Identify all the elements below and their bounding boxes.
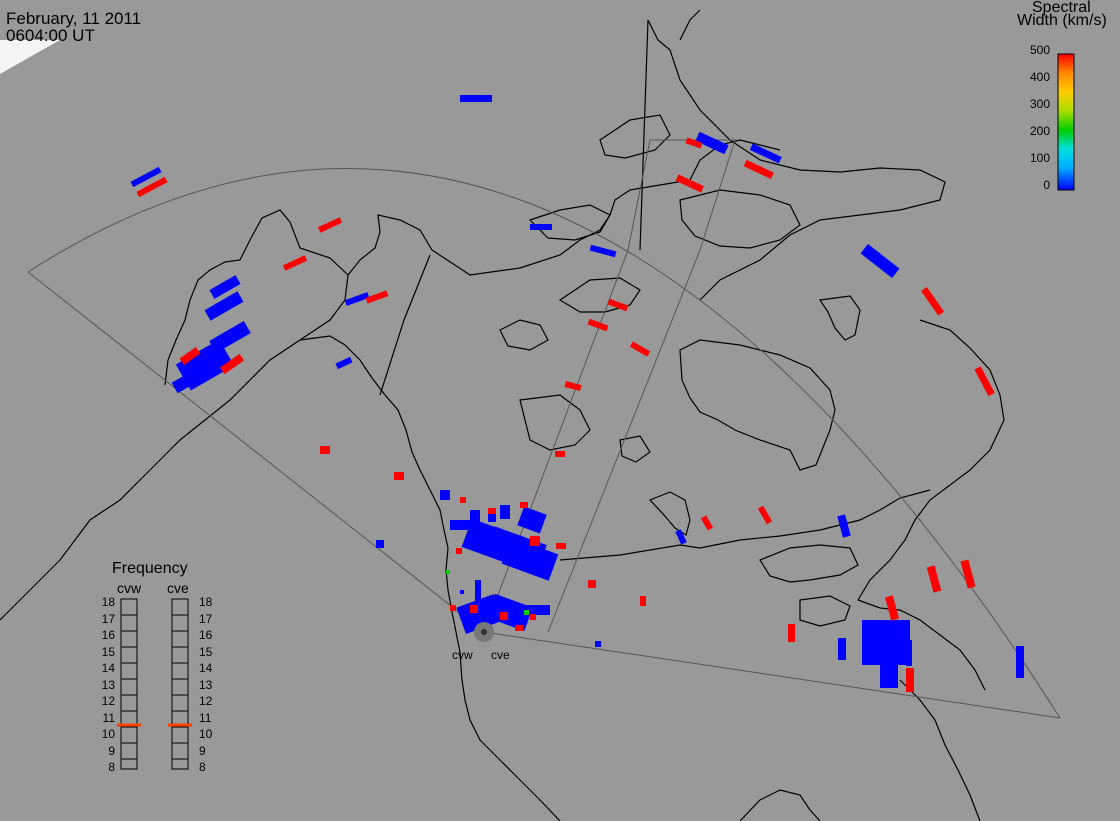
- corner-artifact: [0, 40, 60, 74]
- frequency-scale-number: 12: [199, 694, 213, 708]
- frequency-scale-number: 17: [101, 611, 115, 626]
- frequency-radar-label: cve: [167, 580, 189, 596]
- radar-fov: [27, 139, 1061, 719]
- backscatter-data: [130, 95, 1024, 692]
- frequency-scale-number: 18: [199, 595, 213, 609]
- colorbar-tick: 500: [1029, 43, 1050, 57]
- frequency-scale-number: 11: [102, 710, 115, 725]
- frequency-scale-number: 9: [199, 743, 206, 758]
- frequency-scale-number: 8: [108, 760, 115, 774]
- frequency-scale-number: 12: [101, 694, 115, 708]
- frequency-scale-number: 15: [101, 644, 115, 659]
- frequency-scale-number: 17: [199, 611, 213, 626]
- frequency-scale-number: 10: [199, 727, 213, 741]
- colorbar-title: Spectral: [1032, 0, 1091, 16]
- frequency-scale-number: 10: [101, 727, 115, 741]
- frequency-scale-number: 15: [199, 644, 213, 659]
- plot-date: February, 11 2011: [6, 9, 142, 28]
- frequency-scale-number: 13: [199, 677, 213, 692]
- colorbar: [1057, 53, 1075, 191]
- frequency-panel-boxes: [120, 598, 189, 770]
- frequency-scale-number: 13: [101, 677, 115, 692]
- frequency-scale-number: 16: [101, 628, 115, 642]
- radar-sites: [474, 622, 494, 642]
- frequency-scale-number: 18: [101, 595, 115, 609]
- frequency-radar-label: cvw: [117, 580, 142, 596]
- frequency-scale-number: 16: [199, 628, 213, 642]
- cvw-site-marker: [481, 629, 487, 635]
- coastlines: [0, 9, 1005, 821]
- frequency-scale-number: 14: [101, 661, 115, 675]
- colorbar-tick: 100: [1029, 151, 1050, 165]
- site-label: cve: [491, 648, 510, 662]
- cvw-frequency-box: [120, 598, 138, 770]
- frequency-scale-number: 9: [108, 743, 115, 758]
- frequency-title: Frequency: [112, 560, 188, 577]
- colorbar-tick: 0: [1043, 178, 1050, 192]
- plot-time: 0604:00 UT: [6, 26, 95, 45]
- cve-frequency-box: [171, 598, 189, 770]
- site-label: cvw: [452, 648, 473, 662]
- frequency-scale-number: 14: [199, 661, 213, 675]
- colorbar-units: Width (km/s): [1017, 12, 1107, 29]
- frequency-scale-number: 11: [199, 710, 212, 725]
- colorbar-tick: 300: [1029, 97, 1050, 111]
- frequency-scale-number: 8: [199, 760, 206, 774]
- colorbar-tick: 200: [1029, 124, 1050, 138]
- colorbar-tick: 400: [1029, 70, 1050, 84]
